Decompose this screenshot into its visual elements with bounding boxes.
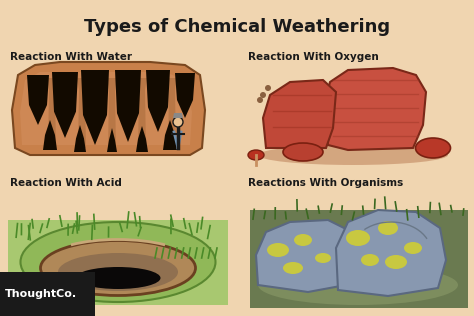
Text: Reaction With Oxygen: Reaction With Oxygen	[248, 52, 379, 62]
Text: Reactions With Organisms: Reactions With Organisms	[248, 178, 403, 188]
Ellipse shape	[258, 265, 458, 305]
Polygon shape	[52, 72, 78, 138]
Polygon shape	[323, 68, 426, 150]
Ellipse shape	[40, 240, 195, 295]
Polygon shape	[43, 120, 57, 150]
Polygon shape	[136, 126, 148, 152]
Ellipse shape	[20, 222, 216, 302]
Polygon shape	[175, 73, 195, 118]
Polygon shape	[107, 128, 117, 152]
Polygon shape	[74, 125, 86, 152]
Polygon shape	[146, 70, 170, 132]
Ellipse shape	[58, 253, 178, 291]
Polygon shape	[263, 80, 336, 148]
Polygon shape	[27, 75, 49, 125]
Polygon shape	[115, 70, 141, 142]
Polygon shape	[250, 210, 468, 308]
Ellipse shape	[361, 254, 379, 266]
Polygon shape	[167, 78, 177, 148]
Polygon shape	[163, 120, 177, 150]
Polygon shape	[47, 78, 57, 148]
Ellipse shape	[283, 143, 323, 161]
Polygon shape	[77, 78, 87, 148]
Polygon shape	[107, 78, 117, 148]
Text: Types of Chemical Weathering: Types of Chemical Weathering	[84, 18, 390, 36]
Circle shape	[260, 92, 266, 98]
Polygon shape	[8, 220, 228, 305]
Polygon shape	[137, 78, 147, 148]
Text: ThoughtCo.: ThoughtCo.	[5, 289, 77, 299]
FancyBboxPatch shape	[0, 272, 95, 316]
Polygon shape	[336, 210, 446, 296]
Circle shape	[173, 117, 183, 127]
Ellipse shape	[378, 221, 398, 235]
Ellipse shape	[346, 230, 370, 246]
Ellipse shape	[404, 242, 422, 254]
Polygon shape	[12, 62, 205, 155]
Ellipse shape	[248, 150, 264, 160]
Polygon shape	[20, 72, 192, 145]
Ellipse shape	[283, 262, 303, 274]
Polygon shape	[173, 113, 183, 118]
Ellipse shape	[416, 138, 450, 158]
Ellipse shape	[385, 255, 407, 269]
Ellipse shape	[294, 234, 312, 246]
Polygon shape	[81, 70, 109, 145]
Circle shape	[257, 97, 263, 103]
Text: Reaction With Acid: Reaction With Acid	[10, 178, 122, 188]
Ellipse shape	[75, 267, 161, 289]
Polygon shape	[256, 220, 353, 292]
Circle shape	[265, 85, 271, 91]
Ellipse shape	[267, 243, 289, 257]
Text: Reaction With Water: Reaction With Water	[10, 52, 132, 62]
Ellipse shape	[258, 145, 448, 165]
Ellipse shape	[315, 253, 331, 263]
